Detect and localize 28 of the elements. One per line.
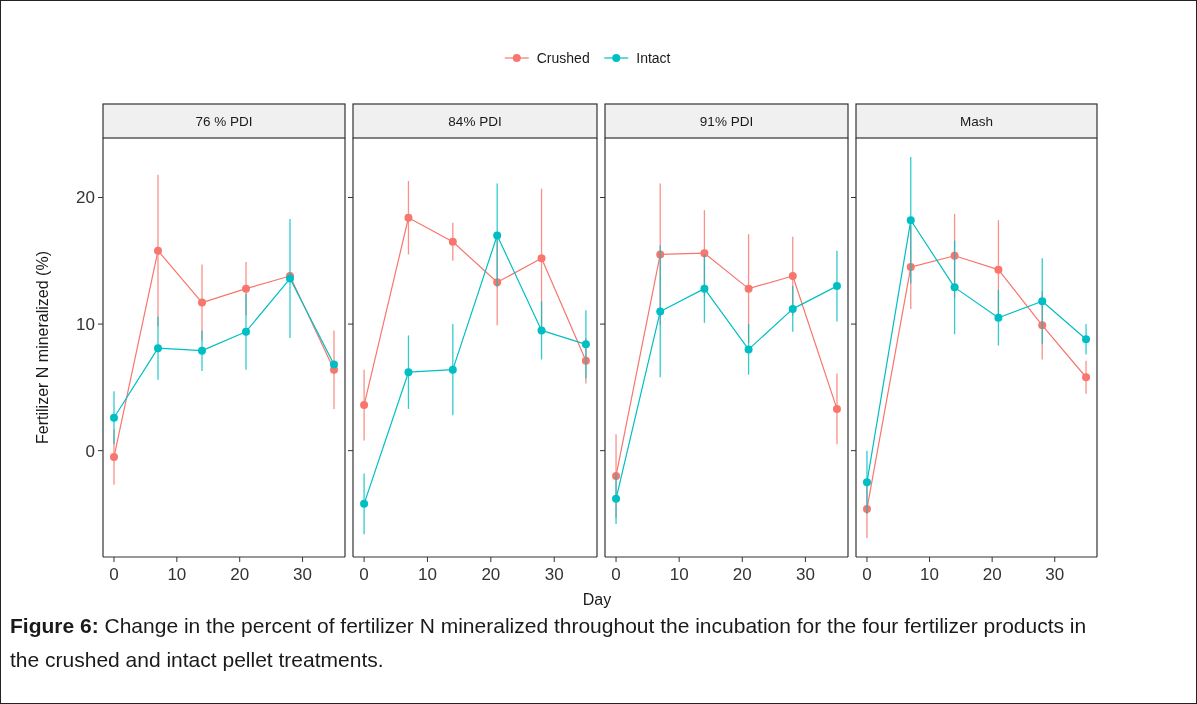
legend-label: Intact <box>636 50 671 66</box>
x-tick-label: 20 <box>481 565 501 584</box>
legend-label: Crushed <box>536 50 590 66</box>
x-tick-label: 0 <box>109 565 119 584</box>
y-tick-label: 20 <box>76 188 95 208</box>
y-tick-label: 0 <box>85 441 95 461</box>
x-tick-label: 10 <box>418 565 437 584</box>
x-tick-label: 10 <box>669 565 689 584</box>
x-tick-label: 20 <box>732 565 752 584</box>
x-tick-label: 30 <box>795 565 815 584</box>
y-axis-title: Fertilizer N mineralized (%) <box>34 251 51 444</box>
x-tick-label: 0 <box>611 565 621 584</box>
chart-title: 91% PDI <box>699 114 754 129</box>
x-tick-label: 30 <box>544 565 564 584</box>
y-tick-label: 10 <box>76 315 95 335</box>
x-tick-label: 10 <box>167 565 187 584</box>
x-tick-label: 20 <box>230 565 250 584</box>
x-tick-label: 0 <box>359 565 369 584</box>
x-tick-label: 20 <box>982 565 1002 584</box>
x-tick-label: 0 <box>862 565 872 584</box>
x-tick-label: 10 <box>920 565 940 584</box>
chart-title: 76 % PDI <box>195 114 253 129</box>
chart-title: 84% PDI <box>448 114 502 129</box>
x-axis-title: Day <box>582 591 612 608</box>
chart-title: Mash <box>959 114 994 129</box>
x-tick-label: 30 <box>293 565 313 584</box>
x-tick-label: 30 <box>1045 565 1065 584</box>
caption: Figure 6: <box>10 614 105 637</box>
